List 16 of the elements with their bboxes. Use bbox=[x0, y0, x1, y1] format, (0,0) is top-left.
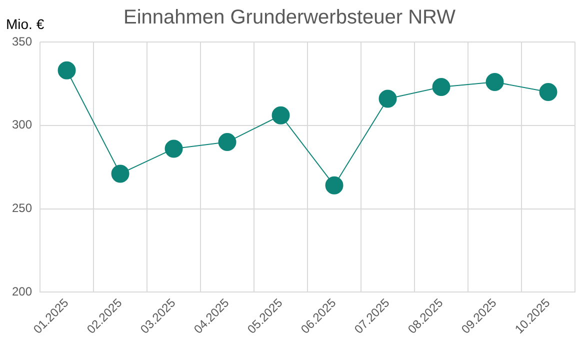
point bbox=[325, 176, 344, 194]
point bbox=[164, 140, 183, 158]
point bbox=[432, 78, 450, 96]
point bbox=[58, 61, 76, 80]
y-tick-label: 350 bbox=[12, 34, 32, 48]
point bbox=[486, 73, 504, 92]
point bbox=[539, 83, 558, 102]
chart-title: Einnahmen Grunderwerbsteuer NRW bbox=[123, 6, 456, 29]
y-tick-label: 200 bbox=[12, 284, 32, 298]
point bbox=[378, 90, 397, 108]
y-tick-label: 300 bbox=[12, 118, 32, 132]
y-tick-label: 250 bbox=[12, 201, 32, 216]
point bbox=[218, 133, 236, 152]
point bbox=[272, 106, 290, 124]
y-axis-title: Mio. € bbox=[6, 16, 44, 32]
point bbox=[111, 164, 130, 183]
